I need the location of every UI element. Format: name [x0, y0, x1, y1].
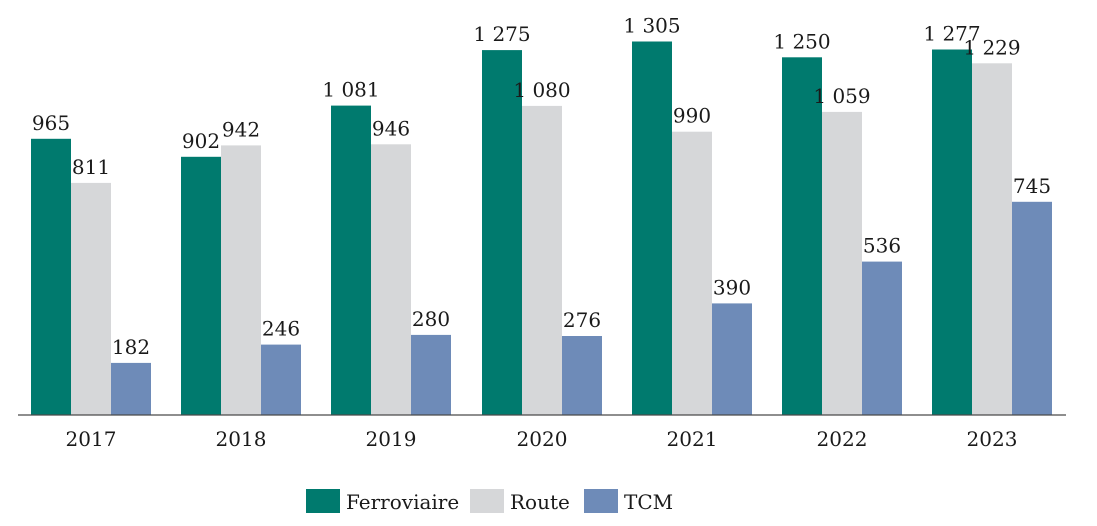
bar-route-2021 [672, 131, 712, 415]
data-label-route-2023: 1 229 [963, 35, 1020, 59]
x-tick-label-2019: 2019 [366, 427, 417, 451]
data-label-tcm-2019: 280 [412, 307, 450, 331]
data-label-ferroviaire-2020: 1 275 [473, 22, 530, 46]
bar-ferroviaire-2020 [482, 50, 522, 415]
bar-route-2023 [972, 63, 1012, 416]
data-label-ferroviaire-2022: 1 250 [773, 29, 830, 53]
x-tick-label-2023: 2023 [967, 427, 1018, 451]
data-label-tcm-2021: 390 [713, 275, 751, 299]
data-label-route-2022: 1 059 [813, 84, 870, 108]
bar-route-2018 [221, 145, 261, 415]
bar-tcm-2022 [862, 261, 902, 415]
bar-ferroviaire-2021 [632, 41, 672, 415]
legend-swatch-ferroviaire [306, 489, 340, 513]
bar-tcm-2021 [712, 303, 752, 415]
bars-layer [31, 41, 1052, 416]
legend-swatch-route [470, 489, 504, 513]
bar-route-2020 [522, 105, 562, 416]
bar-tcm-2019 [411, 334, 451, 415]
x-tick-label-2018: 2018 [216, 427, 267, 451]
bar-route-2022 [822, 111, 862, 416]
data-label-route-2019: 946 [372, 116, 410, 140]
bar-route-2019 [371, 144, 411, 416]
legend-label-tcm: TCM [624, 490, 673, 514]
data-label-tcm-2020: 276 [563, 308, 601, 332]
bar-tcm-2017 [111, 362, 151, 415]
data-label-ferroviaire-2021: 1 305 [623, 14, 680, 38]
x-tick-labels-layer: 2017 2018 2019 2020 2021 2022 2023 [66, 427, 1018, 451]
data-label-tcm-2022: 536 [863, 234, 901, 258]
data-label-ferroviaire-2018: 902 [182, 129, 220, 153]
x-tick-label-2020: 2020 [517, 427, 568, 451]
bar-ferroviaire-2018 [181, 156, 221, 416]
data-label-ferroviaire-2023: 1 277 [923, 22, 980, 46]
data-label-tcm-2017: 182 [112, 335, 150, 359]
data-label-route-2020: 1 080 [513, 78, 570, 102]
data-label-route-2018: 942 [222, 117, 260, 141]
bar-ferroviaire-2017 [31, 138, 71, 416]
data-label-tcm-2023: 745 [1013, 174, 1051, 198]
bar-ferroviaire-2019 [331, 105, 371, 415]
bar-route-2017 [71, 182, 111, 415]
x-tick-label-2021: 2021 [667, 427, 718, 451]
data-label-route-2021: 990 [673, 104, 711, 128]
x-tick-label-2022: 2022 [817, 427, 868, 451]
bar-tcm-2018 [261, 344, 301, 415]
bar-ferroviaire-2022 [782, 57, 822, 416]
legend-label-route: Route [510, 490, 570, 514]
data-label-ferroviaire-2017: 965 [32, 111, 70, 135]
bar-ferroviaire-2023 [932, 49, 972, 415]
x-tick-label-2017: 2017 [66, 427, 117, 451]
legend: Ferroviaire Route TCM [306, 489, 673, 514]
legend-swatch-tcm [584, 489, 618, 513]
data-label-route-2017: 811 [72, 155, 110, 179]
bar-tcm-2020 [562, 336, 602, 415]
legend-label-ferroviaire: Ferroviaire [346, 490, 459, 514]
bar-tcm-2023 [1012, 201, 1052, 415]
data-label-tcm-2018: 246 [262, 317, 300, 341]
data-label-ferroviaire-2019: 1 081 [322, 78, 379, 102]
